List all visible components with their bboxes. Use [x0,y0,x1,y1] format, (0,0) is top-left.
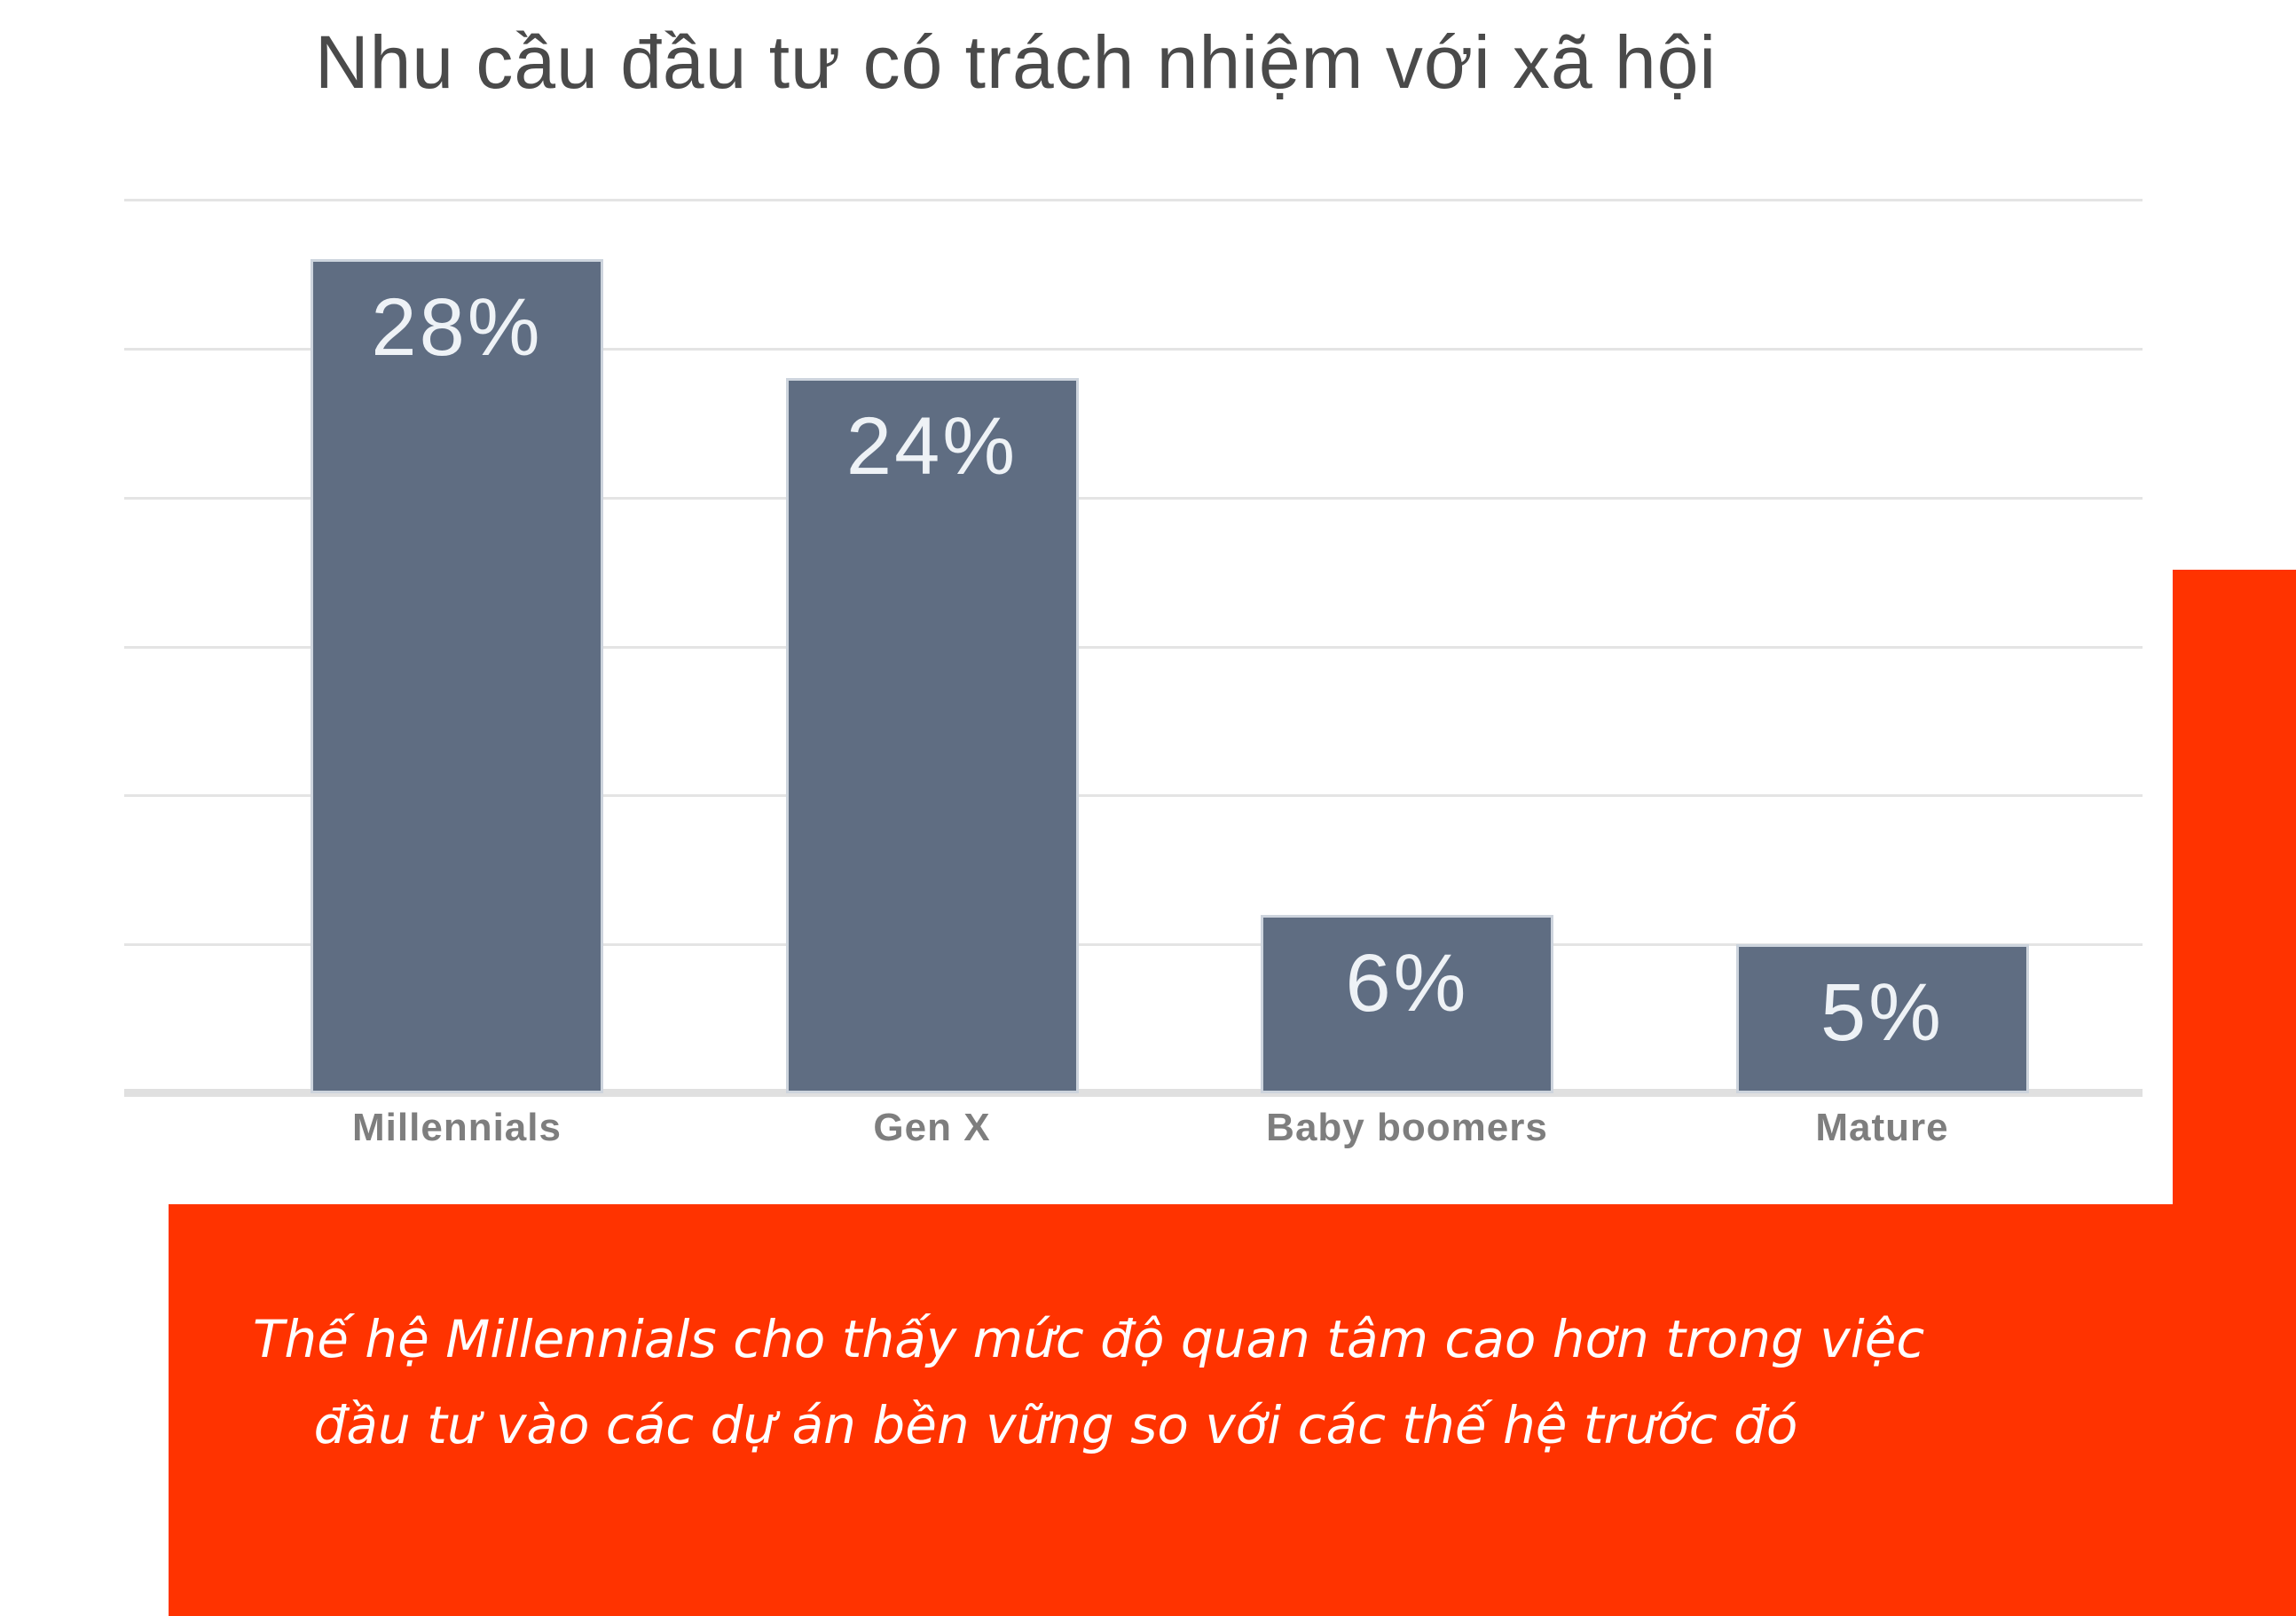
gridline [124,347,2143,351]
bar-value-label: 28% [371,282,543,374]
category-label-baby-boomers: Baby boomers [1266,1106,1548,1149]
plot-area: 28% Millennials 24% Gen X 6% Baby boomers 5% Ma… [124,199,2143,1149]
bar-gen-x: 24% [785,378,1079,1093]
gridline [124,943,2143,947]
bar-value-label: 5% [1820,967,1944,1059]
gridline [124,496,2143,500]
callout-line-2: đầu tư vào các dự án bền vững so với các… [313,1395,1798,1455]
callout-banner: Thế hệ Millennials cho thấy mức độ quan … [169,1204,2296,1616]
bar-value-label: 24% [845,401,1018,493]
category-label-gen-x: Gen X [873,1106,991,1149]
gridline [124,199,2143,201]
gridline [124,645,2143,649]
gridline [124,794,2143,798]
bar-millennials: 28% [311,259,603,1093]
chart-title: Nhu cầu đầu tư có trách nhiệm với xã hội [315,20,1718,104]
bar-value-label: 6% [1345,937,1469,1029]
x-axis-line [124,1089,2143,1097]
callout-text: Thế hệ Millennials cho thấy mức độ quan … [253,1297,1925,1469]
bar-mature: 5% [1735,944,2029,1093]
callout-line-1: Thế hệ Millennials cho thấy mức độ quan … [253,1309,1925,1369]
bar-baby-boomers: 6% [1261,914,1553,1093]
category-label-mature: Mature [1815,1106,1949,1149]
category-label-millennials: Millennials [352,1106,562,1149]
